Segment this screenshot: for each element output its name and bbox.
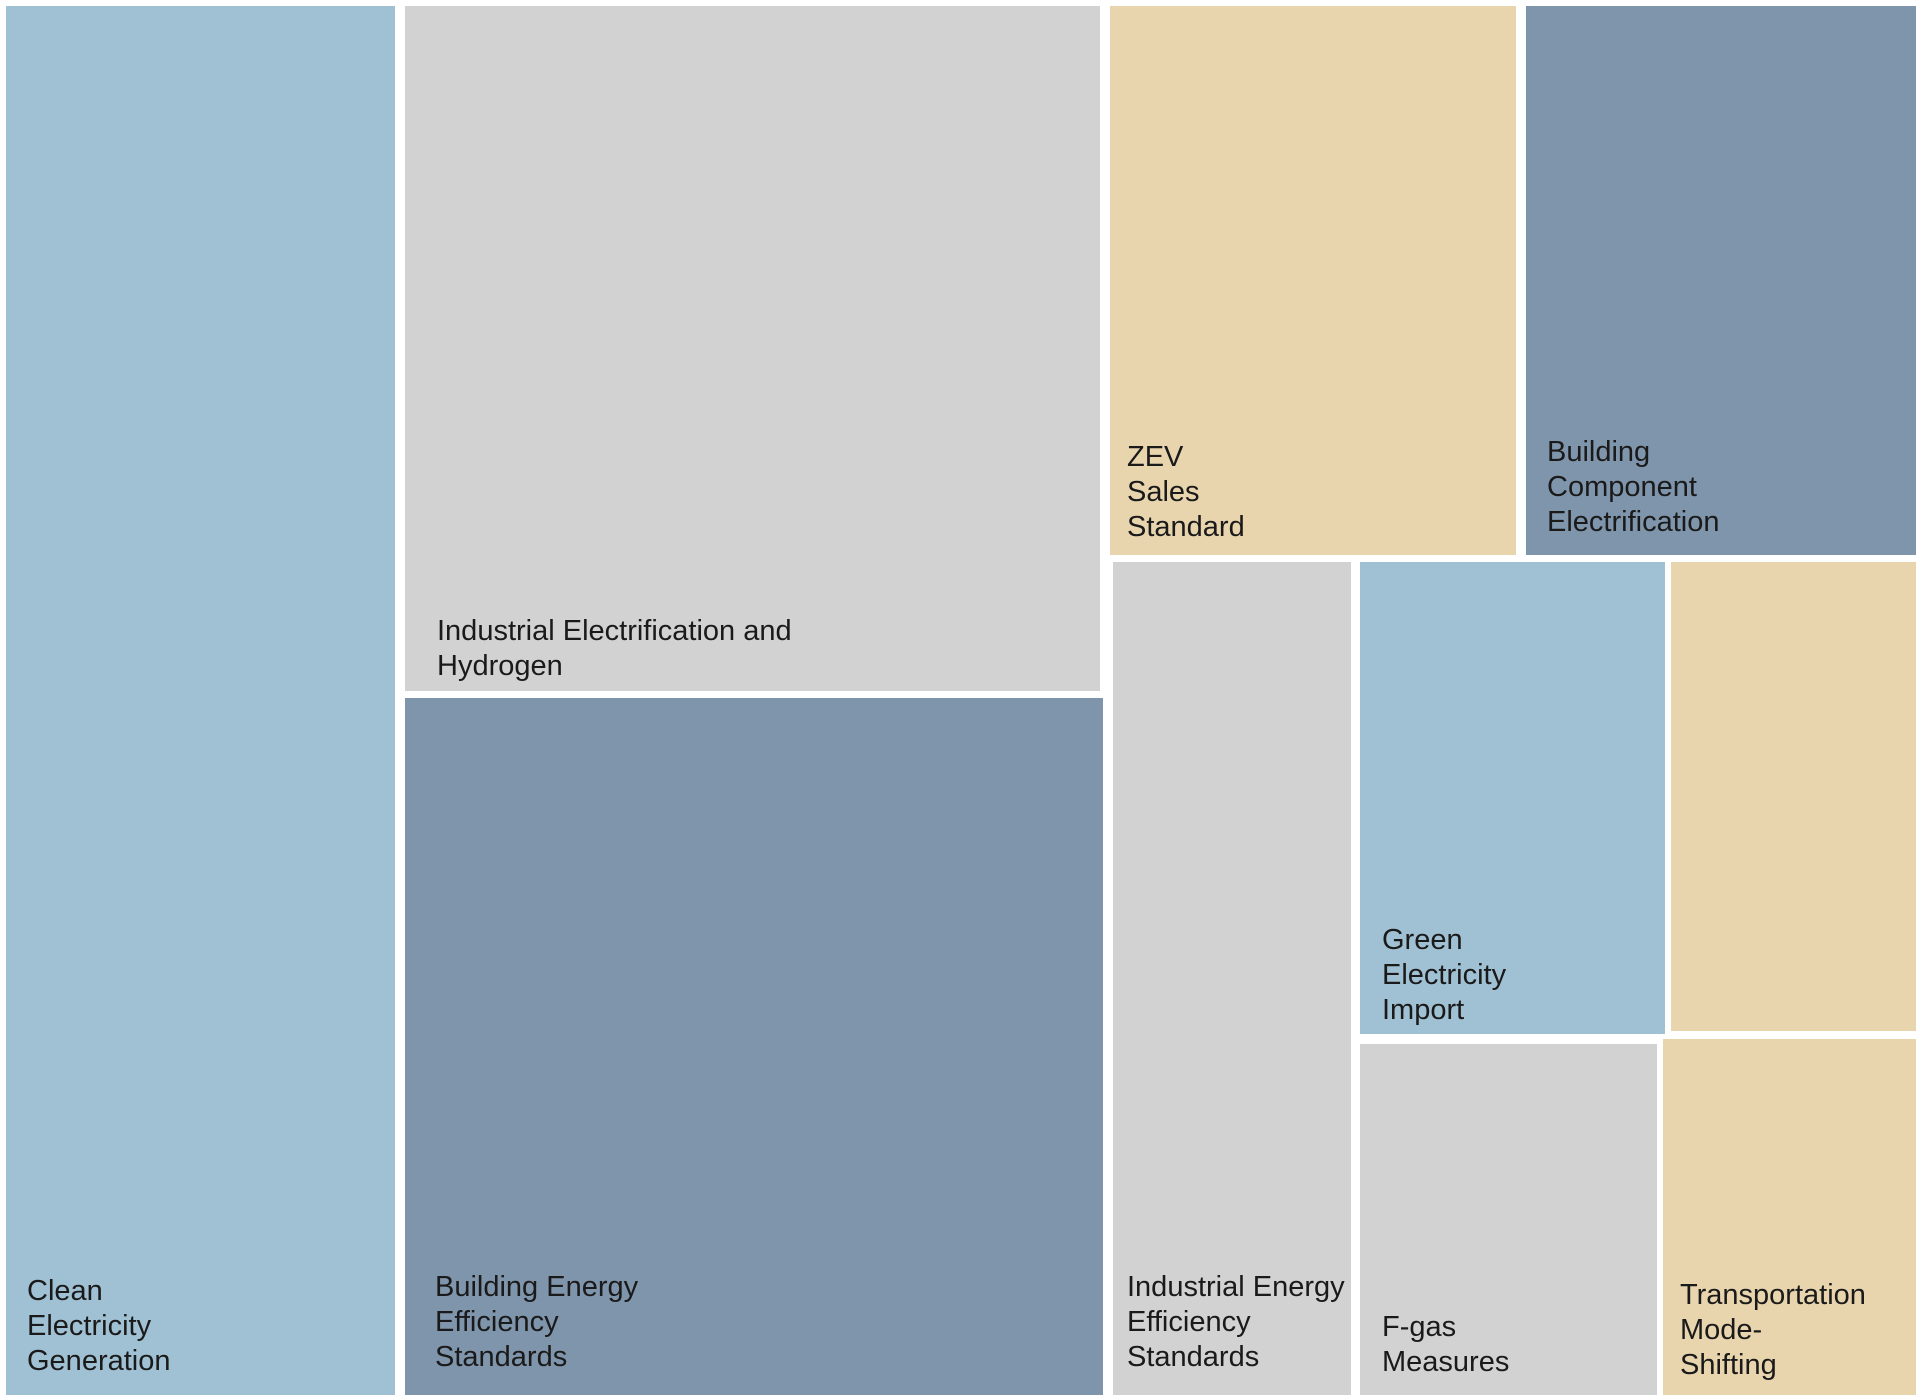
tile-label-industrial-electrification-hydrogen: Industrial Electrification and Hydrogen	[437, 615, 792, 682]
tile-unlabeled	[1671, 562, 1916, 1031]
tile-label-transportation-mode-shifting: Transportation Mode- Shifting	[1680, 1279, 1866, 1381]
tile-clean-electricity-generation: Clean Electricity Generation	[6, 6, 395, 1395]
tile-label-industrial-energy-efficiency-standards: Industrial Energy Efficiency Standards	[1127, 1271, 1345, 1373]
tile-label-f-gas-measures: F-gas Measures	[1382, 1311, 1510, 1378]
tile-label-building-component-electrification: Building Component Electrification	[1547, 436, 1720, 538]
tile-transportation-mode-shifting: Transportation Mode- Shifting	[1663, 1039, 1916, 1395]
tile-label-clean-electricity-generation: Clean Electricity Generation	[27, 1275, 171, 1377]
tile-zev-sales-standard: ZEV Sales Standard	[1110, 6, 1516, 555]
tile-building-energy-efficiency-standards: Building Energy Efficiency Standards	[405, 698, 1103, 1395]
tile-industrial-electrification-hydrogen: Industrial Electrification and Hydrogen	[405, 6, 1100, 691]
tile-label-zev-sales-standard: ZEV Sales Standard	[1127, 441, 1245, 543]
tile-label-green-electricity-import: Green Electricity Import	[1382, 924, 1507, 1026]
tile-label-building-energy-efficiency-standards: Building Energy Efficiency Standards	[435, 1271, 639, 1373]
tile-green-electricity-import: Green Electricity Import	[1360, 562, 1665, 1034]
tile-industrial-energy-efficiency-standards: Industrial Energy Efficiency Standards	[1113, 562, 1351, 1395]
tile-f-gas-measures: F-gas Measures	[1360, 1044, 1657, 1395]
tile-building-component-electrification: Building Component Electrification	[1526, 6, 1916, 555]
